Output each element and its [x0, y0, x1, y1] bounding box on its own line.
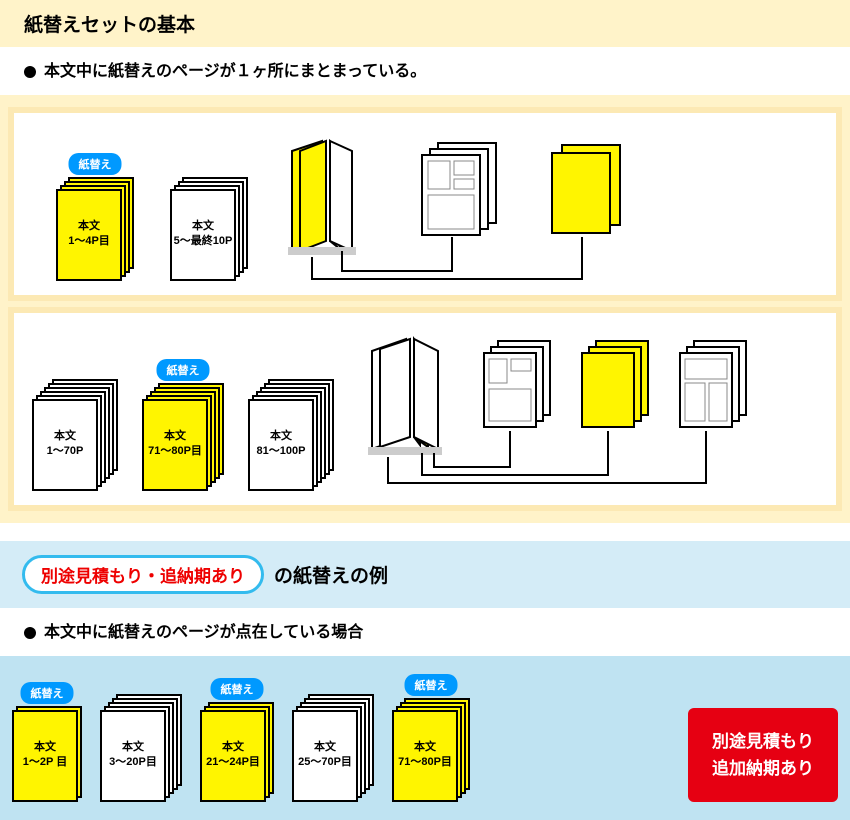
paper-stack: 本文1～70P	[32, 379, 118, 491]
section1-bullet-text: 本文中に紙替えのページが１ヶ所にまとまっている。	[44, 63, 426, 80]
stack-label: 本文71～80P目	[142, 429, 208, 459]
paper-stack: 紙替え本文71～80P目	[392, 698, 470, 802]
section2-title-suffix: の紙替えの例	[274, 561, 388, 588]
row1-book-area	[272, 131, 824, 281]
section1-panels: 紙替え本文1～4P目本文5～最終10P	[0, 95, 850, 523]
row2-book-area	[358, 331, 824, 491]
red-notice-box: 別途見積もり 追加納期あり	[688, 708, 838, 802]
kamigae-tag: 紙替え	[211, 678, 264, 700]
section2-row: 紙替え本文1～2P 目本文3～20P目紙替え本文21～24P目本文25～70P目…	[12, 668, 838, 802]
section2-title-bar: 別途見積もり・追納期あり の紙替えの例	[0, 541, 850, 608]
paper-stack: 紙替え本文21～24P目	[200, 702, 274, 802]
row1-diagram	[272, 131, 692, 281]
section2-bullet-text: 本文中に紙替えのページが点在している場合	[44, 624, 363, 641]
section-extra: 別途見積もり・追納期あり の紙替えの例 本文中に紙替えのページが点在している場合…	[0, 541, 850, 820]
row1-stacks: 紙替え本文1～4P目 本文5～最終10P	[56, 177, 248, 281]
kamigae-tag: 紙替え	[69, 153, 122, 175]
bullet-icon	[24, 627, 36, 639]
bullet-icon	[24, 66, 36, 78]
section1-title-bar: 紙替えセットの基本	[0, 0, 850, 47]
stack-label: 本文1～4P目	[56, 219, 122, 249]
kamigae-tag: 紙替え	[21, 682, 74, 704]
stack-label: 本文81～100P	[248, 429, 314, 459]
red-box-line2: 追加納期あり	[700, 755, 826, 782]
stack-label: 本文3～20P目	[100, 740, 166, 770]
stack-label: 本文71～80P目	[392, 740, 458, 770]
paper-stack: 本文5～最終10P	[170, 177, 248, 281]
section2-stacks: 紙替え本文1～2P 目本文3～20P目 紙替え本文21～24P目本文25～70P目…	[12, 694, 470, 802]
red-box-line1: 別途見積もり	[700, 728, 826, 755]
section2-bullet: 本文中に紙替えのページが点在している場合	[0, 608, 850, 656]
stack-label: 本文1～2P 目	[12, 740, 78, 770]
row2: 本文1～70P紙替え本文71～80P目本文81～100P	[26, 331, 824, 491]
paper-stack: 紙替え本文71～80P目	[142, 383, 224, 491]
stack-label: 本文1～70P	[32, 429, 98, 459]
row2-stacks: 本文1～70P 紙替え本文71～80P目本文81～100P	[32, 379, 334, 491]
stack-label: 本文21～24P目	[200, 740, 266, 770]
panel-row1: 紙替え本文1～4P目本文5～最終10P	[8, 107, 842, 301]
section1-title: 紙替えセットの基本	[24, 15, 195, 36]
section2-body: 紙替え本文1～2P 目本文3～20P目紙替え本文21～24P目本文25～70P目…	[0, 656, 850, 820]
section-basic: 紙替えセットの基本 本文中に紙替えのページが１ヶ所にまとまっている。 紙替え本文…	[0, 0, 850, 523]
row2-diagram	[358, 331, 778, 491]
stack-label: 本文25～70P目	[292, 740, 358, 770]
paper-stack: 本文3～20P目	[100, 694, 182, 802]
paper-stack: 本文25～70P目	[292, 694, 374, 802]
paper-stack: 紙替え本文1～2P 目	[12, 706, 82, 802]
row1: 紙替え本文1～4P目本文5～最終10P	[26, 131, 824, 281]
paper-stack: 本文81～100P	[248, 379, 334, 491]
panel-row2: 本文1～70P紙替え本文71～80P目本文81～100P	[8, 307, 842, 511]
pill-label: 別途見積もり・追納期あり	[22, 555, 264, 594]
stack-label: 本文5～最終10P	[170, 219, 236, 249]
paper-stack: 紙替え本文1～4P目	[56, 177, 134, 281]
kamigae-tag: 紙替え	[405, 674, 458, 696]
kamigae-tag: 紙替え	[157, 359, 210, 381]
section1-bullet: 本文中に紙替えのページが１ヶ所にまとまっている。	[0, 47, 850, 95]
